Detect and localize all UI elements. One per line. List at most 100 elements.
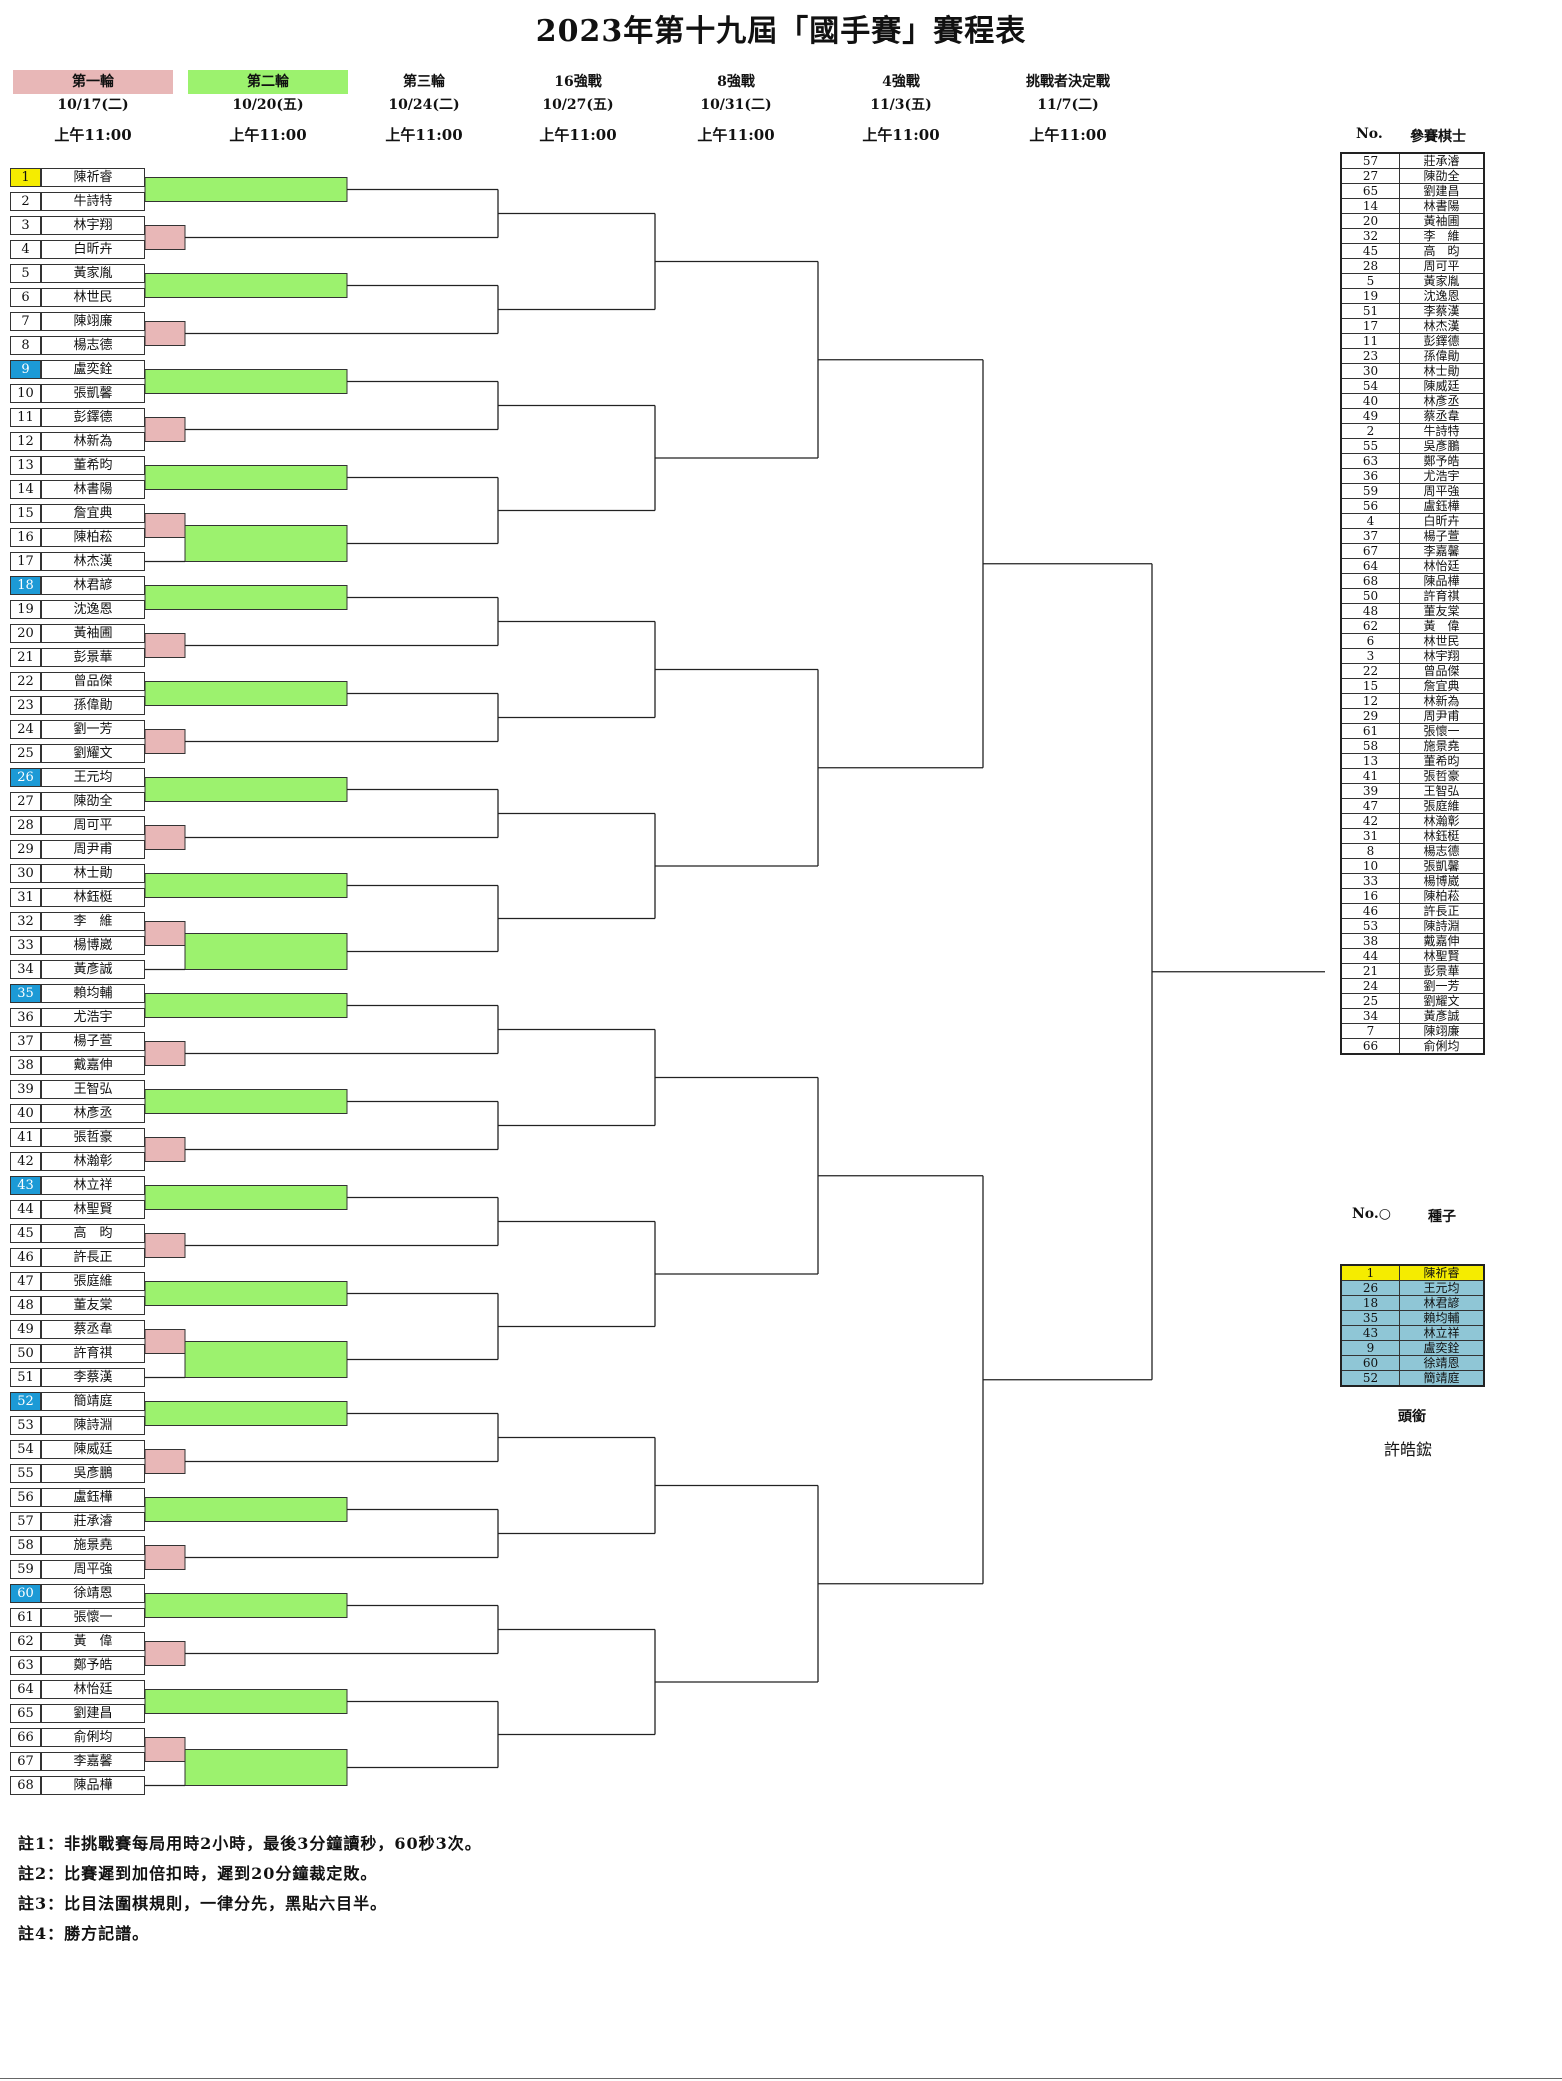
round1-match-box xyxy=(144,825,186,850)
entry-number: 36 xyxy=(1340,468,1400,484)
entry-number: 29 xyxy=(1340,708,1400,724)
entry-list-row: 40 林彥丞 xyxy=(1340,393,1485,409)
entry-name: 曾品傑 xyxy=(1399,663,1485,679)
seed-row: 18 林君諺 xyxy=(1340,1295,1485,1311)
entry-name: 鄭予皓 xyxy=(1399,453,1485,469)
round2-match-box xyxy=(184,525,348,562)
player-number: 22 xyxy=(10,672,41,691)
round1-match-box xyxy=(144,633,186,658)
player-number: 26 xyxy=(10,768,41,787)
round2-match-box xyxy=(144,465,348,490)
entry-number: 7 xyxy=(1340,1023,1400,1039)
player-number: 34 xyxy=(10,960,41,979)
entry-name: 戴嘉伸 xyxy=(1399,933,1485,949)
entry-number: 68 xyxy=(1340,573,1400,589)
entry-number: 55 xyxy=(1340,438,1400,454)
seed-row: 26 王元均 xyxy=(1340,1280,1485,1296)
entry-number: 5 xyxy=(1340,273,1400,289)
player-number: 21 xyxy=(10,648,41,667)
player-number: 60 xyxy=(10,1584,41,1603)
note-4: 註4：勝方記譜。 xyxy=(18,1924,150,1943)
player-number: 36 xyxy=(10,1008,41,1027)
player-number: 68 xyxy=(10,1776,41,1795)
player-name: 周平強 xyxy=(41,1560,145,1579)
round2-match-box xyxy=(144,369,348,394)
entry-number: 16 xyxy=(1340,888,1400,904)
entry-name: 林瀚彰 xyxy=(1399,813,1485,829)
entry-list-row: 13 董希昀 xyxy=(1340,753,1485,769)
entry-list-row: 3 林宇翔 xyxy=(1340,648,1485,664)
player-number: 27 xyxy=(10,792,41,811)
player-name: 李 維 xyxy=(41,912,145,931)
entry-list-row: 28 周可平 xyxy=(1340,258,1485,274)
player-name: 陳詩淵 xyxy=(41,1416,145,1435)
entry-list-no-header: No. xyxy=(1356,126,1383,142)
entry-list-row: 19 沈逸恩 xyxy=(1340,288,1485,304)
entry-number: 30 xyxy=(1340,363,1400,379)
title-holder-name: 許皓鋐 xyxy=(1384,1440,1433,1459)
player-name: 莊承濬 xyxy=(41,1512,145,1531)
round2-match-box xyxy=(144,1497,348,1522)
round-date: 11/7(二) xyxy=(1037,97,1099,113)
seed-name: 王元均 xyxy=(1399,1280,1485,1296)
seed-number: 1 xyxy=(1340,1264,1400,1281)
player-number: 51 xyxy=(10,1368,41,1387)
player-name: 林士勛 xyxy=(41,864,145,883)
entry-list-row: 62 黃 偉 xyxy=(1340,618,1485,634)
player-number: 24 xyxy=(10,720,41,739)
round-time: 上午11:00 xyxy=(697,126,775,144)
player-number: 44 xyxy=(10,1200,41,1219)
round-time: 上午11:00 xyxy=(229,126,307,144)
entry-name: 彭鐸德 xyxy=(1399,333,1485,349)
entry-name: 董希昀 xyxy=(1399,753,1485,769)
entry-list-row: 45 高 昀 xyxy=(1340,243,1485,259)
seed-number: 9 xyxy=(1340,1340,1400,1356)
entry-number: 66 xyxy=(1340,1038,1400,1055)
round-label: 8強戰 xyxy=(717,74,755,90)
entry-number: 65 xyxy=(1340,183,1400,199)
player-number: 17 xyxy=(10,552,41,571)
entry-name: 黃彥誠 xyxy=(1399,1008,1485,1024)
round-time: 上午11:00 xyxy=(862,126,940,144)
player-number: 15 xyxy=(10,504,41,523)
entry-number: 44 xyxy=(1340,948,1400,964)
entry-number: 48 xyxy=(1340,603,1400,619)
player-name: 劉一芳 xyxy=(41,720,145,739)
entry-name: 董友棠 xyxy=(1399,603,1485,619)
entry-name: 陳翊廉 xyxy=(1399,1023,1485,1039)
player-number: 11 xyxy=(10,408,41,427)
entry-number: 27 xyxy=(1340,168,1400,184)
entry-list-row: 56 盧鈺樺 xyxy=(1340,498,1485,514)
entry-number: 56 xyxy=(1340,498,1400,514)
round2-match-box xyxy=(144,777,348,802)
entry-number: 51 xyxy=(1340,303,1400,319)
player-number: 30 xyxy=(10,864,41,883)
round-date: 10/20(五) xyxy=(232,97,304,113)
round-time: 上午11:00 xyxy=(1029,126,1107,144)
entry-name: 楊子萱 xyxy=(1399,528,1485,544)
entry-list-row: 2 牛詩特 xyxy=(1340,423,1485,439)
entry-number: 31 xyxy=(1340,828,1400,844)
entry-name: 黃 偉 xyxy=(1399,618,1485,634)
seed-number: 18 xyxy=(1340,1295,1400,1311)
player-number: 47 xyxy=(10,1272,41,1291)
entry-list-row: 5 黃家胤 xyxy=(1340,273,1485,289)
entry-list-row: 11 彭鐸德 xyxy=(1340,333,1485,349)
entry-list-row: 37 楊子萱 xyxy=(1340,528,1485,544)
entry-list-row: 32 李 維 xyxy=(1340,228,1485,244)
entry-name: 劉耀文 xyxy=(1399,993,1485,1009)
entry-name: 林彥丞 xyxy=(1399,393,1485,409)
player-name: 彭鐸德 xyxy=(41,408,145,427)
entry-number: 46 xyxy=(1340,903,1400,919)
player-name: 林怡廷 xyxy=(41,1680,145,1699)
round-time: 上午11:00 xyxy=(385,126,463,144)
player-number: 5 xyxy=(10,264,41,283)
entry-name: 許育祺 xyxy=(1399,588,1485,604)
entry-number: 10 xyxy=(1340,858,1400,874)
entry-list-row: 49 蔡丞韋 xyxy=(1340,408,1485,424)
seed-number: 35 xyxy=(1340,1310,1400,1326)
entry-list-row: 21 彭景華 xyxy=(1340,963,1485,979)
entry-number: 28 xyxy=(1340,258,1400,274)
player-number: 29 xyxy=(10,840,41,859)
